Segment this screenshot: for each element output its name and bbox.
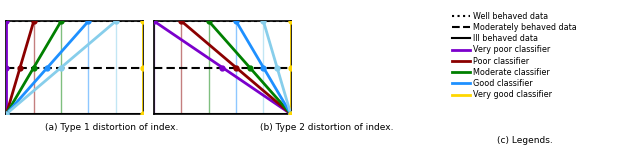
Text: (a) Type 1 distortion of index.: (a) Type 1 distortion of index. xyxy=(45,123,179,132)
Legend: Well behaved data, Moderately behaved data, Ill behaved data, Very poor classifi: Well behaved data, Moderately behaved da… xyxy=(449,8,580,103)
Text: (c) Legends.: (c) Legends. xyxy=(497,136,553,145)
Text: (b) Type 2 distortion of index.: (b) Type 2 distortion of index. xyxy=(260,123,393,132)
